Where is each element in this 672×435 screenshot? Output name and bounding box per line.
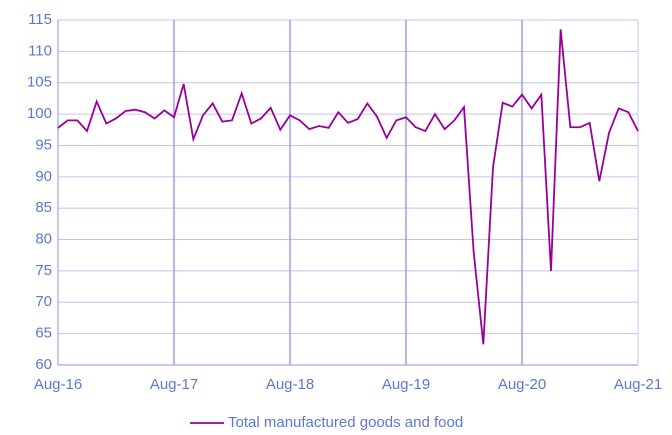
x-tick-label: Aug-21 xyxy=(614,376,662,393)
x-tick-label: Aug-17 xyxy=(150,376,198,393)
y-tick-label: 70 xyxy=(35,293,52,310)
x-tick-label: Aug-18 xyxy=(266,376,314,393)
y-tick-label: 110 xyxy=(28,42,52,59)
x-tick-label: Aug-19 xyxy=(382,376,430,393)
y-tick-label: 105 xyxy=(27,74,52,91)
y-tick-label: 60 xyxy=(35,356,52,373)
y-tick-label: 90 xyxy=(35,168,52,185)
x-tick-label: Aug-20 xyxy=(498,376,546,393)
y-tick-label: 95 xyxy=(35,136,52,153)
data-line xyxy=(57,29,639,345)
y-tick-label: 75 xyxy=(35,262,52,279)
legend-label: Total manufactured goods and food xyxy=(228,414,463,431)
y-tick-label: 80 xyxy=(35,231,52,248)
x-tick-label: Aug-16 xyxy=(34,376,82,393)
y-tick-label: 65 xyxy=(35,325,52,342)
y-tick-label: 100 xyxy=(27,105,52,122)
y-tick-label: 85 xyxy=(35,199,52,216)
y-tick-label: 115 xyxy=(28,11,52,28)
